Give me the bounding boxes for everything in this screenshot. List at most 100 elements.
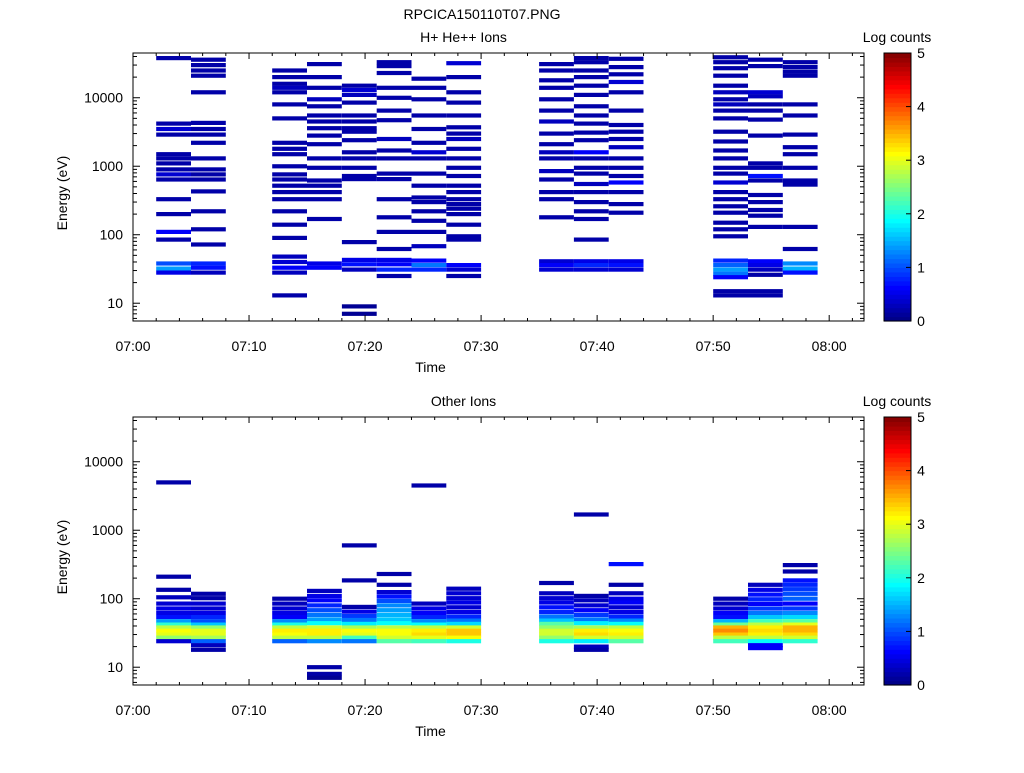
heatmap-cell (341, 628, 377, 633)
colorbar-segment (884, 600, 911, 606)
heatmap-cell (608, 591, 644, 596)
heatmap-cell (341, 639, 377, 644)
heatmap-cell (608, 609, 644, 615)
heatmap-cell (539, 621, 574, 626)
heatmap-cell (748, 625, 783, 630)
heatmap-cell (341, 173, 377, 179)
colorbar-frame (883, 52, 912, 322)
heatmap-cell (713, 204, 748, 209)
heatmap-cell (411, 85, 447, 90)
heatmap-cell (446, 202, 482, 207)
colorbar-segment (884, 276, 911, 282)
colorbar-segment (884, 70, 911, 76)
heatmap-cell (608, 202, 644, 207)
heatmap-cell (156, 635, 191, 640)
heatmap-cell (782, 145, 818, 150)
heatmap-cell (748, 108, 783, 113)
x-tick-label: 07:30 (464, 338, 499, 354)
heatmap-cell (376, 608, 412, 613)
colorbar-segment (884, 164, 911, 170)
heatmap-cell (191, 265, 226, 270)
heatmap-cell (191, 73, 226, 78)
heatmap-cell (156, 266, 191, 271)
heatmap-cell (608, 582, 644, 587)
heatmap-cell (341, 617, 377, 623)
colorbar-segment (884, 649, 911, 655)
colorbar-segment (884, 439, 911, 445)
heatmap-cell (191, 643, 226, 648)
heatmap-cell (782, 73, 818, 78)
colorbar-segment (884, 528, 911, 534)
heatmap-cell (713, 639, 748, 644)
heatmap-cell (156, 212, 191, 217)
colorbar-segment (884, 644, 911, 650)
heatmap-cell (608, 90, 644, 95)
x-tick-label: 07:20 (348, 702, 383, 718)
heatmap-cell (446, 206, 482, 211)
heatmap-cell (713, 165, 748, 170)
colorbar-segment (884, 475, 911, 481)
heatmap-cell (782, 596, 818, 601)
colorbar-segment (884, 582, 911, 588)
heatmap-cell (713, 258, 748, 263)
heatmap-cell (272, 116, 307, 121)
heatmap-cell (191, 619, 226, 624)
heatmap-cell (713, 90, 748, 95)
heatmap-cell (341, 621, 377, 626)
heatmap-cell (713, 108, 748, 113)
colorbar-segment (884, 312, 911, 318)
heatmap-cell (272, 639, 307, 644)
x-tick-label: 07:50 (696, 702, 731, 718)
heatmap-cell (748, 267, 783, 272)
heatmap-cell (156, 270, 191, 275)
heatmap-cell (539, 169, 574, 174)
heatmap-cell (307, 183, 342, 188)
heatmap-cell (573, 632, 609, 637)
colorbar-segment (884, 604, 911, 610)
colorbar-segment (884, 622, 911, 628)
heatmap-cell (156, 132, 191, 137)
heatmap-cell (156, 261, 191, 266)
heatmap-cell (191, 639, 226, 644)
colorbar-segment (884, 57, 911, 63)
heatmap-cell (713, 289, 748, 294)
colorbar-segment (884, 236, 911, 242)
colorbar-segment (884, 631, 911, 637)
heatmap-cell (782, 615, 818, 620)
heatmap-cell (446, 586, 482, 591)
heatmap-cell (156, 615, 191, 620)
colorbar-segment (884, 533, 911, 539)
heatmap-cell (782, 632, 818, 637)
heatmap-cell (713, 619, 748, 624)
heatmap-cell (539, 62, 574, 67)
heatmap-cell (446, 90, 482, 95)
heatmap-cell (446, 614, 482, 619)
heatmap-cell (191, 270, 226, 275)
heatmap-cell (156, 177, 191, 182)
heatmap-cell (748, 635, 783, 640)
x-tick-label: 07:40 (580, 338, 615, 354)
x-tick-label: 08:00 (812, 702, 847, 718)
panel-title: H+ He++ Ions (420, 29, 507, 45)
colorbar-segment (884, 124, 911, 130)
heatmap-cell (411, 229, 447, 234)
heatmap-cell (782, 165, 818, 170)
heatmap-cell (156, 237, 191, 242)
heatmap-cell (191, 172, 226, 177)
colorbar-segment (884, 298, 911, 304)
heatmap-cell (156, 121, 191, 126)
heatmap-cell (446, 596, 482, 601)
colorbar-segment (884, 537, 911, 543)
heatmap-cell (341, 609, 377, 614)
heatmap-cell (782, 246, 818, 252)
heatmap-cell (411, 622, 447, 627)
heatmap-cell (608, 180, 644, 185)
heatmap-cell (272, 254, 307, 259)
heatmap-cell (539, 156, 574, 161)
heatmap-cell (307, 625, 342, 630)
y-tick-label: 1000 (92, 158, 123, 174)
heatmap-cell (446, 600, 482, 605)
heatmap-cells (156, 480, 818, 680)
heatmap-cell (782, 270, 818, 275)
heatmap-cell (411, 150, 447, 155)
